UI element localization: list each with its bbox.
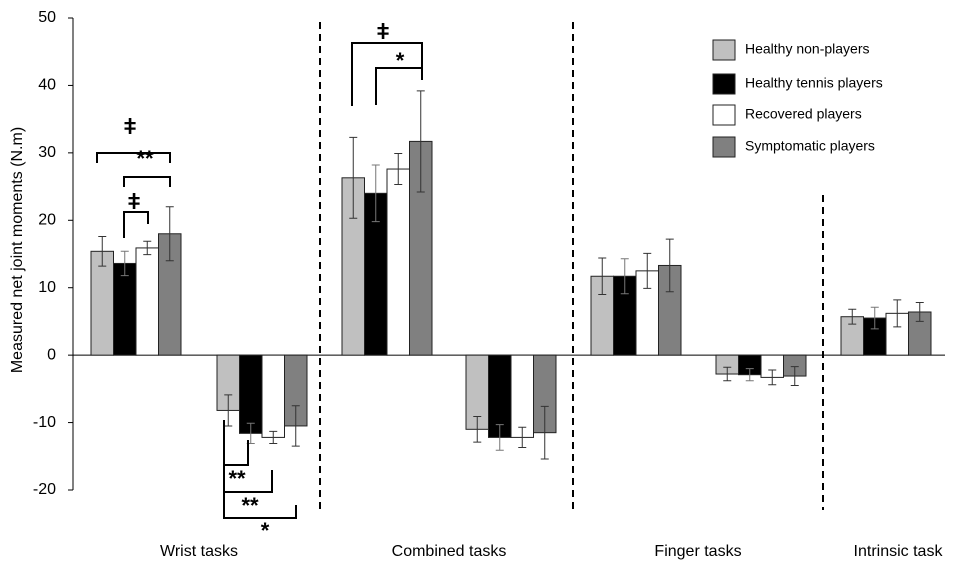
group-label: Combined tasks (392, 543, 507, 560)
error-bar (495, 424, 504, 451)
error-bar (745, 368, 754, 382)
significance-label: ǂ (124, 114, 137, 139)
bar (239, 354, 263, 434)
error-bar (848, 308, 857, 325)
legend-label: Recovered players (745, 106, 862, 122)
dividers (319, 22, 824, 510)
error-bar (165, 206, 174, 262)
significance-label: ** (136, 146, 154, 171)
error-bar (371, 164, 380, 223)
legend-swatch (712, 39, 736, 61)
significance-label: * (261, 518, 270, 543)
error-bar (598, 257, 607, 295)
error-bar (349, 136, 358, 219)
significance-bracket (123, 176, 171, 187)
group-label: Wrist tasks (160, 543, 238, 560)
bar (135, 247, 159, 356)
significance-label: ǂ (377, 19, 390, 44)
group-label: Intrinsic task (854, 543, 944, 560)
bar (90, 250, 114, 356)
bar (386, 168, 410, 356)
error-bar (915, 302, 924, 322)
legend-swatch (712, 73, 736, 95)
y-tick-label: 40 (38, 77, 56, 94)
error-bar (665, 238, 674, 293)
error-bar (540, 405, 549, 460)
error-bar (723, 366, 732, 382)
error-bar (473, 416, 482, 443)
significance-bracket (223, 420, 249, 466)
significance-bracket (223, 465, 273, 493)
legend-label: Healthy tennis players (745, 75, 883, 91)
significance-label: ** (241, 493, 259, 518)
error-bar (269, 430, 278, 444)
error-bar (620, 258, 629, 295)
error-bar (291, 405, 300, 447)
significance-label: ǂ (128, 189, 141, 214)
y-axis-label: Measured net joint moments (N.m) (9, 127, 26, 373)
legend-label: Healthy non-players (745, 41, 870, 57)
error-bar (790, 366, 799, 386)
significance-bracket (375, 67, 423, 105)
y-tick-label: -20 (33, 481, 56, 498)
significance-bracket (96, 152, 171, 163)
error-bar (870, 306, 879, 330)
error-bar (893, 299, 902, 328)
bar (261, 354, 285, 438)
y-tick-label: 10 (38, 279, 56, 296)
significance-bracket (223, 492, 297, 519)
significance-bracket (123, 211, 149, 238)
bar (113, 262, 137, 356)
error-bar (143, 240, 152, 256)
error-bar (98, 235, 107, 267)
bar (510, 354, 534, 438)
error-bar (518, 426, 527, 449)
legend-swatch (712, 104, 736, 126)
error-bar (394, 153, 403, 186)
significance-bracket (351, 42, 423, 106)
legend-swatch (712, 136, 736, 158)
significance-label: ** (228, 466, 246, 491)
error-bar (416, 90, 425, 193)
significance-label: * (396, 48, 405, 73)
legend-label: Symptomatic players (745, 138, 875, 154)
y-tick-label: 20 (38, 212, 56, 229)
error-bar (643, 252, 652, 289)
error-bar (768, 369, 777, 386)
group-label: Finger tasks (654, 543, 741, 560)
error-bar (224, 394, 233, 427)
y-tick-label: 50 (38, 9, 56, 26)
y-tick-label: -10 (33, 414, 56, 431)
error-bar (120, 250, 129, 277)
y-tick-label: 0 (47, 346, 56, 363)
y-tick-label: 30 (38, 144, 56, 161)
